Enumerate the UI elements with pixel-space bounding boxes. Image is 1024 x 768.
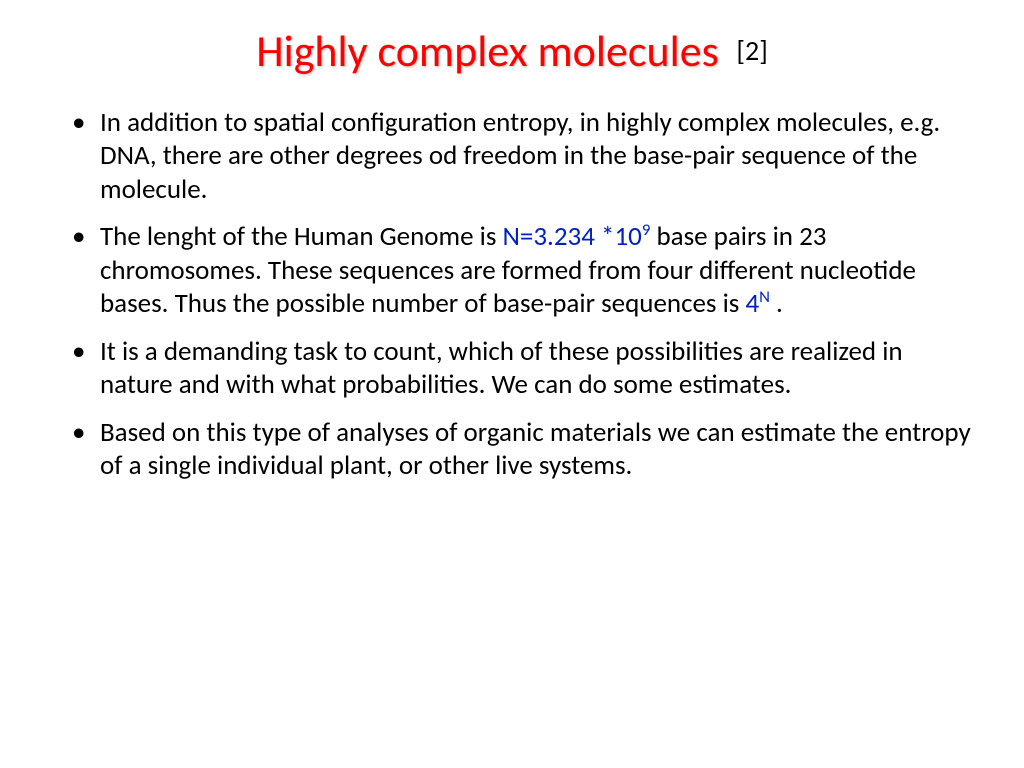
bullet-item: The lenght of the Human Genome is N=3.23… — [82, 220, 974, 320]
bullet-text: It is a demanding task to count, which o… — [100, 335, 903, 401]
bullet-item: In addition to spatial configuration ent… — [82, 106, 974, 206]
bullet-text: . — [770, 287, 783, 320]
sequence-count-base: 4 — [745, 287, 759, 320]
slide-title-row: Highly complex molecules [2] — [50, 24, 974, 78]
genome-length-base: N=3.234 *10 — [503, 220, 642, 253]
sequence-count-value: 4N — [745, 287, 770, 320]
sequence-count-exp: N — [759, 287, 770, 307]
genome-length-value: N=3.234 *109 — [503, 220, 651, 253]
bullet-list: In addition to spatial configuration ent… — [50, 106, 974, 483]
bullet-item: Based on this type of analyses of organi… — [82, 416, 974, 483]
slide: Highly complex molecules [2] In addition… — [0, 0, 1024, 768]
slide-title: Highly complex molecules — [256, 24, 719, 78]
slide-title-ref: [2] — [736, 33, 767, 68]
bullet-text: The lenght of the Human Genome is — [100, 220, 503, 253]
bullet-text: Based on this type of analyses of organi… — [100, 416, 971, 482]
bullet-item: It is a demanding task to count, which o… — [82, 335, 974, 402]
bullet-text: In addition to spatial configuration ent… — [100, 106, 940, 206]
